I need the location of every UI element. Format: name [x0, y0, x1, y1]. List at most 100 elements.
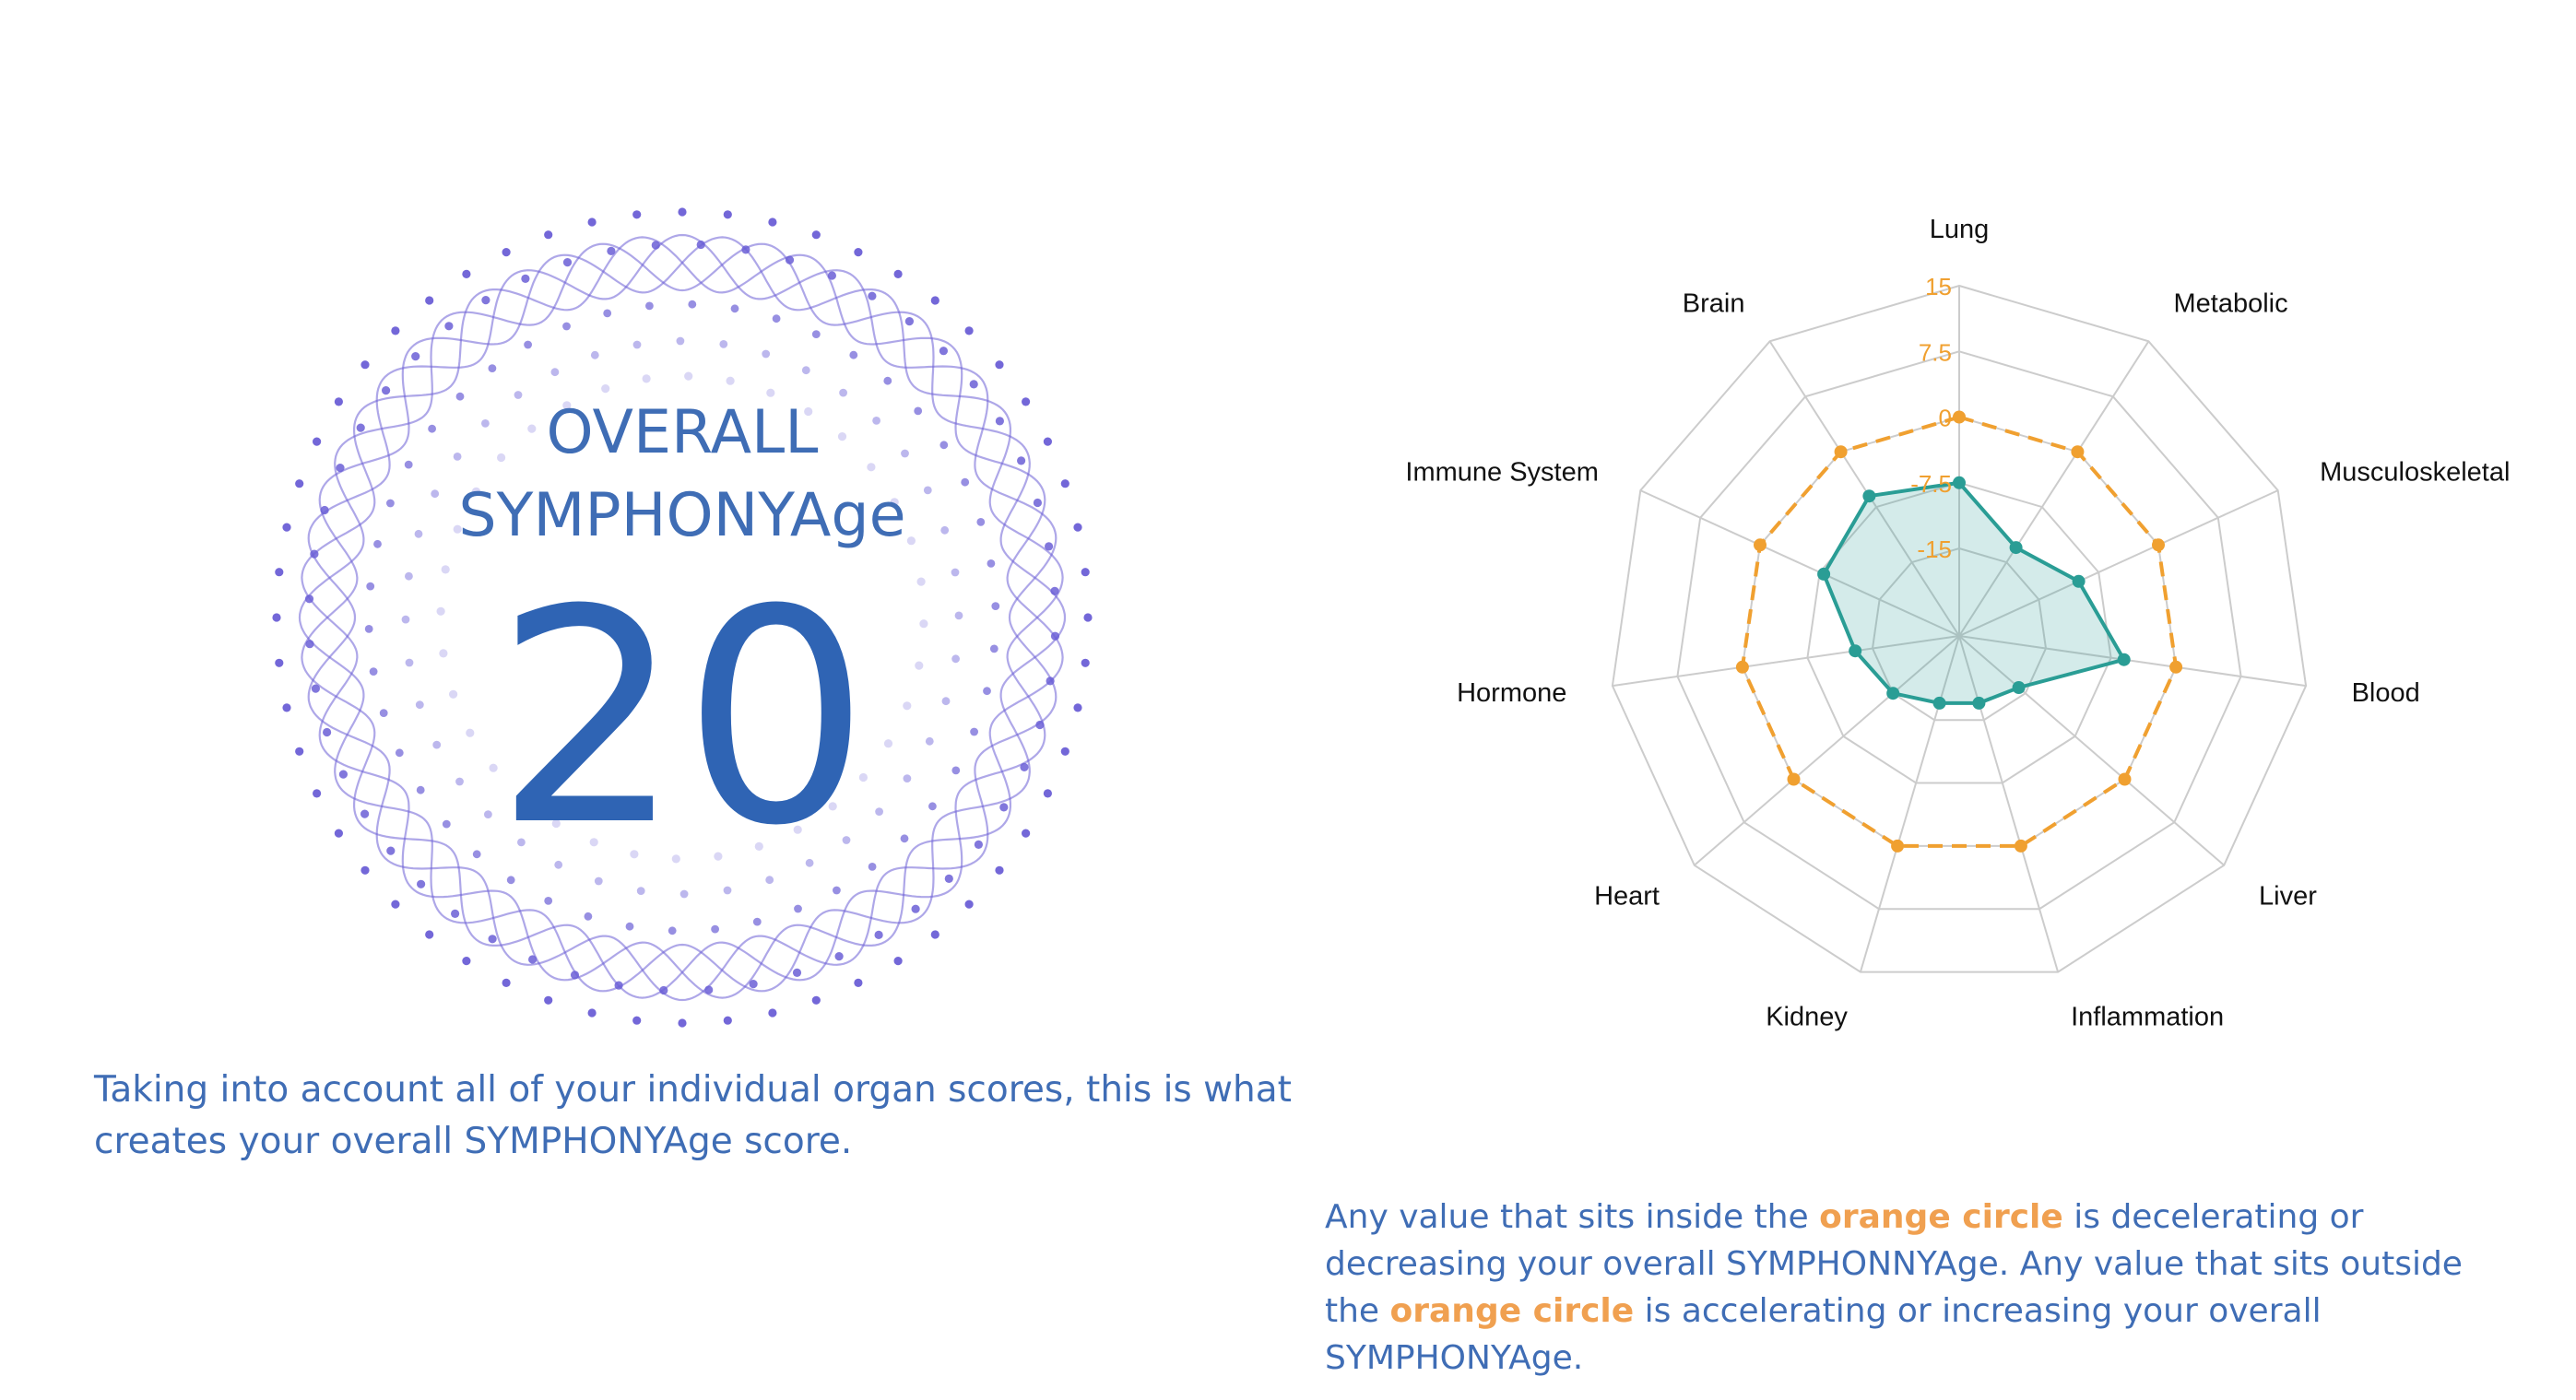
badge-dot — [395, 748, 404, 758]
badge-dot — [401, 615, 410, 624]
badge-dot — [489, 763, 498, 772]
badge-dot — [632, 210, 642, 219]
badge-dot — [645, 301, 654, 311]
badge-dot — [904, 317, 915, 326]
badge-dot — [868, 863, 877, 871]
badge-dot — [455, 777, 464, 786]
radar-category-immune-system: Immune System — [1405, 457, 1599, 487]
badge-dot — [794, 904, 802, 913]
badge-dot — [766, 388, 775, 397]
badge-dot — [659, 985, 668, 995]
badge-dot — [951, 568, 960, 577]
overall-score-badge: OVERALL SYMPHONYAge 20 — [240, 175, 1125, 1060]
badge-dot — [765, 876, 774, 885]
badge-dot — [425, 296, 434, 305]
radar-tick-label: 7.5 — [1919, 338, 1952, 366]
badge-dot — [411, 352, 420, 361]
badge-dot — [671, 854, 680, 864]
badge-dot — [704, 985, 714, 994]
radar-spoke — [1612, 635, 1960, 688]
badge-dot — [1081, 658, 1090, 667]
badge-dot — [684, 371, 693, 381]
badge-dot — [369, 667, 378, 676]
badge-dot — [521, 274, 530, 283]
badge-dot — [901, 449, 909, 458]
badge-dot — [524, 340, 532, 349]
badge-dot — [928, 802, 937, 811]
badge-dot — [930, 930, 939, 939]
reference-point-brain — [1834, 445, 1848, 459]
badge-dot — [883, 376, 892, 385]
caption-text-part3: is accelerating or increasing your overa… — [1325, 1292, 2322, 1377]
radar-category-lung: Lung — [1930, 215, 1990, 244]
badge-dot — [562, 401, 572, 410]
badge-dot — [714, 852, 723, 861]
badge-dot — [391, 900, 400, 909]
radar-tick-label: -7.5 — [1910, 470, 1952, 498]
badge-dot — [723, 886, 732, 895]
badge-dot — [439, 649, 448, 658]
badge-dot — [1033, 498, 1042, 508]
radar-category-hormone: Hormone — [1457, 678, 1566, 708]
badge-dot — [625, 922, 634, 931]
badge-dot — [999, 803, 1009, 812]
badge-dot — [726, 376, 735, 385]
radar-category-inflammation: Inflammation — [2071, 1003, 2224, 1032]
badge-dot — [723, 210, 732, 219]
radar-tick-label: 0 — [1939, 405, 1952, 432]
badge-dot — [651, 241, 660, 250]
badge-dot — [364, 625, 373, 633]
radar-spoke — [1639, 489, 1960, 637]
score-point-musculoskeletal — [2072, 574, 2086, 588]
radar-grid-ring — [1871, 547, 2048, 722]
badge-dot — [811, 995, 821, 1005]
badge-dot — [678, 207, 687, 217]
badge-dot — [295, 747, 304, 756]
badge-dot — [441, 565, 450, 574]
badge-dot — [601, 384, 610, 394]
badge-dot — [785, 255, 795, 265]
badge-dot — [974, 840, 983, 850]
badge-dot — [961, 477, 970, 487]
score-point-heart — [1886, 687, 1900, 700]
badge-dot — [356, 423, 365, 432]
badge-dot — [951, 766, 961, 775]
score-point-kidney — [1932, 696, 1946, 710]
reference-point-blood — [2169, 660, 2183, 674]
radar-category-musculoskeletal: Musculoskeletal — [2320, 457, 2510, 487]
badge-dot — [366, 582, 375, 591]
badge-dot — [1043, 437, 1052, 446]
badge-dot — [436, 606, 445, 616]
badge-dot — [1050, 631, 1060, 641]
radar-spoke — [1958, 340, 2150, 637]
badge-dot — [587, 218, 597, 227]
badge-dot — [632, 340, 642, 349]
badge-dot — [471, 487, 481, 496]
badge-dot — [334, 397, 343, 406]
badge-dot — [875, 807, 883, 816]
badge-dot — [854, 978, 863, 987]
reference-point-immune-system — [1754, 538, 1767, 552]
radar-spoke — [1958, 635, 2307, 688]
badge-dot — [903, 701, 912, 711]
badge-dot — [930, 296, 939, 305]
badge-dot — [404, 460, 413, 469]
badge-dot — [1043, 789, 1052, 798]
badge-dot — [607, 246, 616, 255]
badge-dot — [544, 995, 553, 1005]
badge-dot — [828, 802, 837, 811]
reference-orange-circle — [1740, 415, 2179, 848]
badge-dot — [805, 858, 814, 867]
badge-dot — [900, 834, 909, 843]
badge-dot — [711, 924, 719, 934]
badge-dot — [466, 728, 475, 737]
badge-dot — [723, 1016, 732, 1025]
badge-dot — [272, 613, 281, 622]
badge-dot — [906, 536, 916, 546]
orange-circle-highlight-2: orange circle — [1389, 1292, 1635, 1330]
badge-dot — [554, 860, 563, 869]
orange-circle-highlight-1: orange circle — [1819, 1198, 2063, 1236]
badge-dot — [334, 829, 343, 838]
badge-dot — [502, 248, 511, 257]
radar-category-metabolic: Metabolic — [2174, 288, 2288, 318]
